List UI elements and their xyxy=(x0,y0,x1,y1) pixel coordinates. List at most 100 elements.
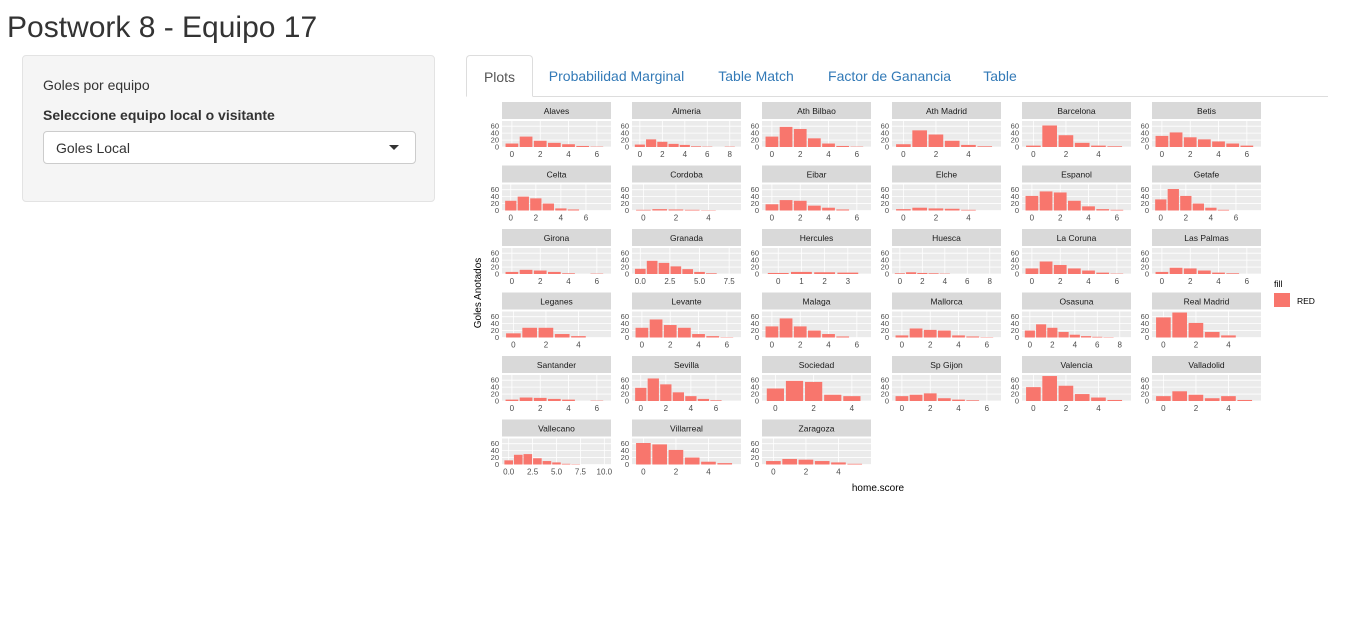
tab-factor-de-ganancia[interactable]: Factor de Ganancia xyxy=(828,68,951,84)
panel-strip-real-madrid xyxy=(1152,292,1261,310)
y-tick-label: 20 xyxy=(621,263,629,272)
bar-eibar xyxy=(808,205,821,211)
y-tick-label: 60 xyxy=(491,439,499,448)
x-tick-label: 4 xyxy=(706,468,711,477)
x-tick-label: 6 xyxy=(1095,341,1100,350)
tab-plots[interactable]: Plots xyxy=(466,55,533,97)
panel-bg-barcelona xyxy=(1022,121,1131,147)
bar-real-madrid xyxy=(1156,317,1171,338)
panel-strip-getafe xyxy=(1152,165,1261,183)
y-tick-label: 20 xyxy=(491,326,499,335)
bar-valladolid xyxy=(1156,396,1171,401)
x-tick-label: 4 xyxy=(826,214,831,223)
y-tick-label: 60 xyxy=(491,376,499,385)
y-tick-label: 0 xyxy=(495,460,499,469)
bar-vallecano xyxy=(533,458,542,465)
team-select-dropdown[interactable]: Goles Local xyxy=(43,131,416,164)
bar-almeria xyxy=(668,143,679,147)
y-tick-label: 0 xyxy=(495,206,499,215)
x-tick-label: 4 xyxy=(706,214,711,223)
bar-villarreal xyxy=(652,444,667,465)
bar-ath-bilbao xyxy=(793,128,807,147)
bar-valladolid xyxy=(1221,396,1236,401)
bar-sp-gijon xyxy=(938,398,951,401)
tab-table[interactable]: Table xyxy=(983,68,1017,84)
bar-ath-madrid xyxy=(977,146,993,147)
y-tick-label: 60 xyxy=(881,122,889,131)
x-tick-label: 2 xyxy=(664,404,669,413)
y-tick-label: 20 xyxy=(751,136,759,145)
y-tick-label: 60 xyxy=(751,249,759,258)
bar-ath-madrid xyxy=(928,134,944,147)
x-tick-label: 4 xyxy=(1073,341,1078,350)
x-tick-label: 4 xyxy=(566,277,571,286)
bar-mallorca xyxy=(909,328,923,338)
bar-getafe xyxy=(1167,189,1179,211)
chevron-down-icon xyxy=(389,145,399,150)
x-tick-label: 2 xyxy=(660,150,665,159)
bar-girona xyxy=(533,270,547,274)
bar-getafe xyxy=(1192,203,1204,211)
panel-strip-valladolid xyxy=(1152,356,1261,373)
panel-strip-cordoba xyxy=(632,165,741,183)
x-tick-label: 7.5 xyxy=(575,468,587,477)
y-tick-label: 20 xyxy=(881,199,889,208)
bar-girona xyxy=(562,273,575,274)
y-tick-label: 60 xyxy=(1141,376,1149,385)
tab-table-match[interactable]: Table Match xyxy=(718,68,794,84)
x-tick-label: 8 xyxy=(728,150,733,159)
y-tick-label: 20 xyxy=(881,326,889,335)
x-tick-label: 6 xyxy=(714,404,719,413)
bar-hercules xyxy=(790,271,812,274)
bar-leganes xyxy=(538,327,554,338)
x-tick-label: 0 xyxy=(641,214,646,223)
y-tick-label: 0 xyxy=(1145,270,1149,279)
panel-title-las-palmas: Las Palmas xyxy=(1184,233,1228,243)
y-tick-label: 20 xyxy=(1141,199,1149,208)
panel-strip-almeria xyxy=(632,102,741,119)
panel-bg-leganes xyxy=(502,311,611,338)
x-tick-label: 0 xyxy=(1028,341,1033,350)
y-tick-label: 0 xyxy=(755,206,759,215)
panel-title-getafe: Getafe xyxy=(1194,170,1220,180)
x-tick-label: 0 xyxy=(900,341,905,350)
y-tick-label: 20 xyxy=(881,390,889,399)
bar-valencia xyxy=(1042,376,1057,401)
bar-levante xyxy=(706,336,720,338)
bar-osasuna xyxy=(1047,327,1058,338)
tab-probabilidad-marginal[interactable]: Probabilidad Marginal xyxy=(548,68,685,84)
bar-espanol xyxy=(1068,200,1081,211)
y-tick-label: 0 xyxy=(495,270,499,279)
bar-barcelona xyxy=(1042,125,1057,147)
x-tick-label: 0 xyxy=(901,150,906,159)
bar-villarreal xyxy=(701,461,716,465)
bar-valencia xyxy=(1026,387,1041,401)
bar-eibar xyxy=(765,204,779,211)
y-tick-label: 60 xyxy=(1011,376,1019,385)
panel-title-granada: Granada xyxy=(670,233,703,243)
y-tick-label: 0 xyxy=(885,333,889,342)
bar-girona xyxy=(519,269,533,274)
bar-mallorca xyxy=(952,335,965,338)
x-tick-label: 4 xyxy=(566,150,571,159)
x-tick-label: 0 xyxy=(900,404,905,413)
bar-levante xyxy=(692,334,705,338)
y-tick-label: 60 xyxy=(881,185,889,194)
bar-huesca xyxy=(906,272,917,274)
bar-espanol xyxy=(1053,192,1067,211)
x-tick-label: 1 xyxy=(799,277,804,286)
panel-strip-hercules xyxy=(762,229,871,246)
x-tick-label: 0 xyxy=(1030,214,1035,223)
team-select-value: Goles Local xyxy=(56,140,130,156)
y-tick-label: 60 xyxy=(1141,185,1149,194)
bar-barcelona xyxy=(1058,135,1074,147)
bar-las-palmas xyxy=(1226,273,1240,274)
bar-cordoba xyxy=(652,209,667,211)
y-tick-label: 60 xyxy=(621,249,629,258)
bar-sociedad xyxy=(785,380,804,401)
panel-strip-valencia xyxy=(1022,356,1131,373)
bar-granada xyxy=(694,271,705,274)
x-tick-label: 6 xyxy=(1234,214,1239,223)
bar-ath-bilbao xyxy=(779,126,793,147)
x-tick-label: 2 xyxy=(920,277,925,286)
